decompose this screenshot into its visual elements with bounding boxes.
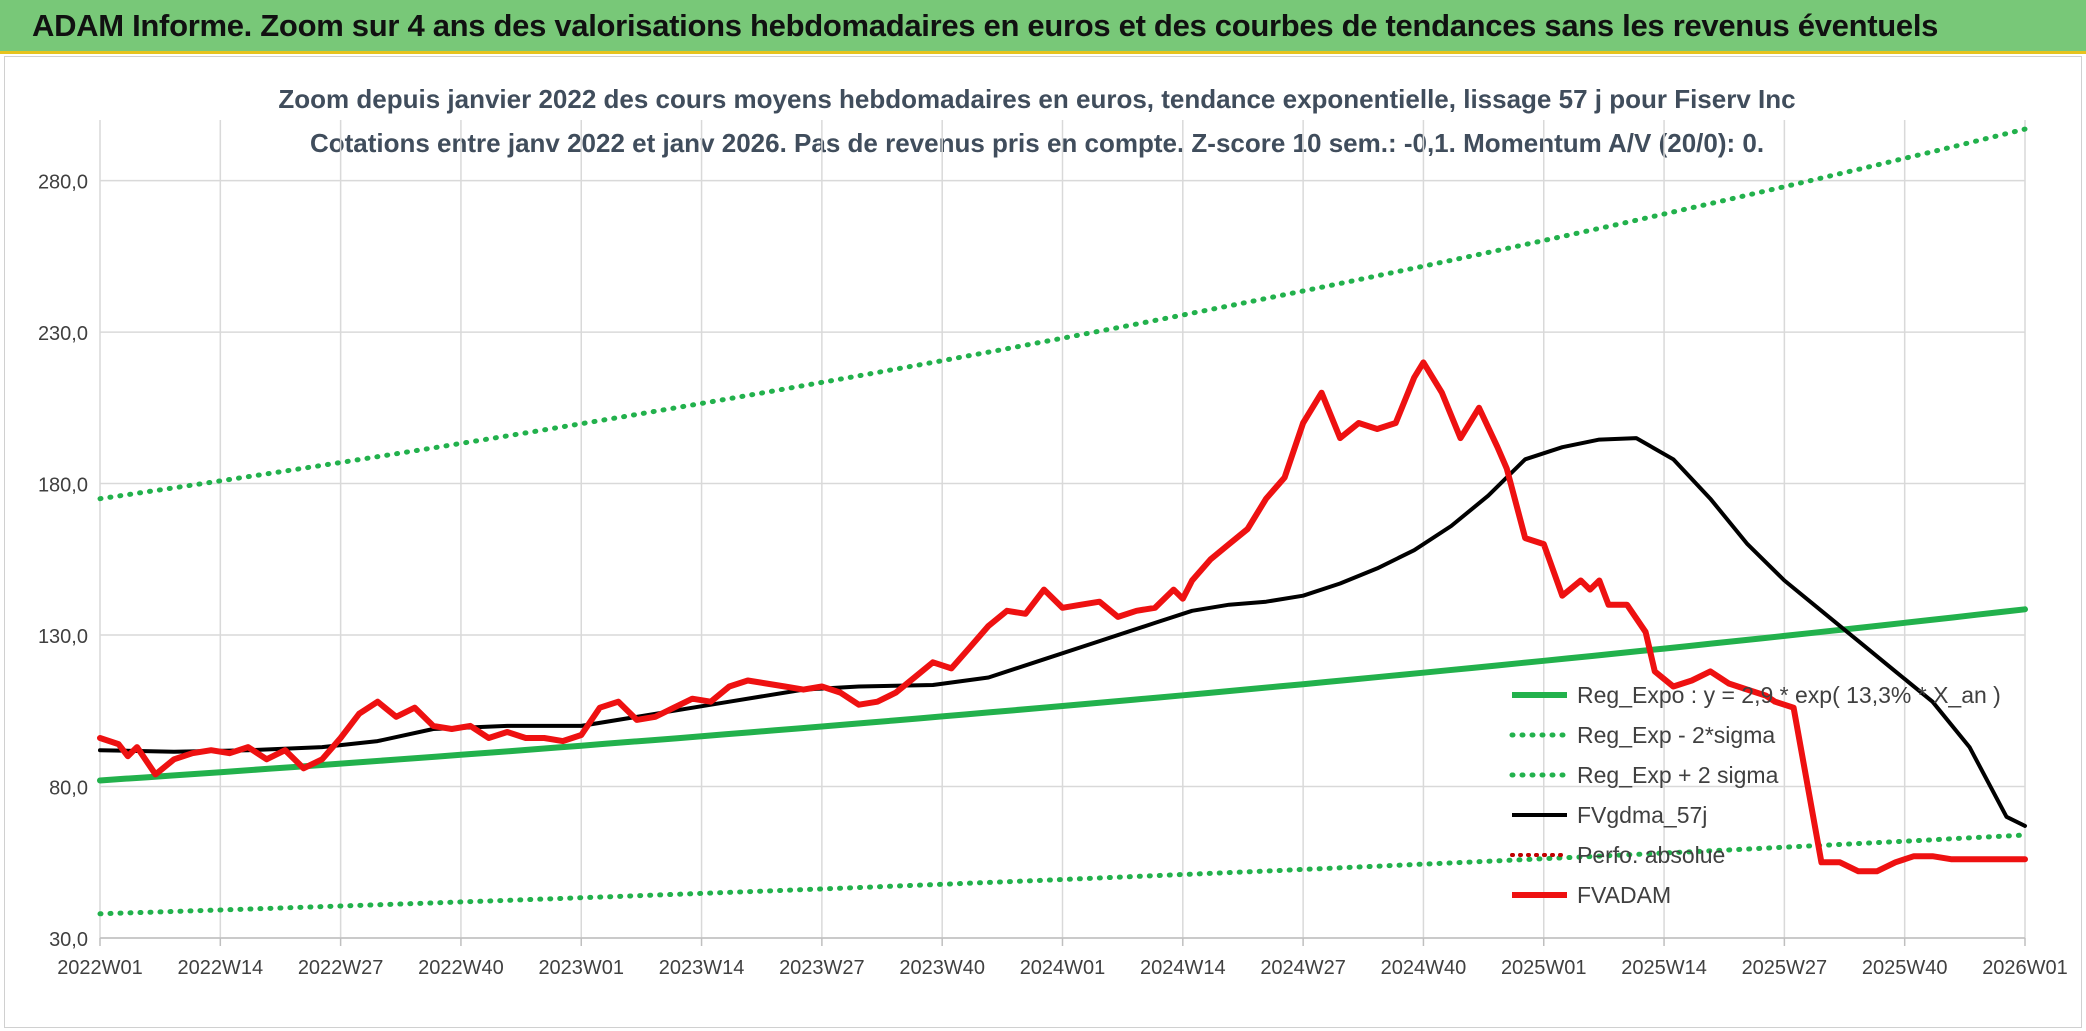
series-line-reg_plus (97, 126, 2028, 502)
x-tick-label: 2023W40 (899, 957, 985, 979)
plot-area-border (4, 56, 2082, 1028)
legend: Reg_Expo : y = 2,9 * exp( 13,3% * X_an )… (1509, 682, 2001, 908)
y-tick-label: 180,0 (38, 475, 88, 497)
grid (99, 120, 2026, 939)
x-tick-label: 2025W01 (1501, 957, 1587, 979)
series-line-fvadam (97, 359, 2028, 875)
x-tick-label: 2026W01 (1982, 957, 2068, 979)
x-tick-label: 2024W27 (1260, 957, 1346, 979)
y-tick-label: 230,0 (38, 323, 88, 345)
legend-label-fvgdma: FVgdma_57j (1577, 802, 1707, 828)
y-tick-label: 80,0 (49, 778, 88, 800)
x-tick-label: 2025W40 (1862, 957, 1948, 979)
legend-label-reg_plus: Reg_Exp + 2 sigma (1577, 762, 1779, 788)
series-line-fvgdma (98, 436, 2027, 828)
x-tick-label: 2025W14 (1621, 957, 1707, 979)
x-tick-label: 2023W27 (779, 957, 865, 979)
legend-label-perfo: Perfo. absolue (1577, 842, 1725, 868)
banner-title: ADAM Informe. Zoom sur 4 ans des valoris… (32, 8, 1939, 43)
legend-label-fvadam: FVADAM (1577, 882, 1671, 908)
axes: 30,0 80,0 130,0 180,0 230,0 280,0 2022W01 2022W… (38, 172, 2068, 979)
legend-label-reg_minus: Reg_Exp - 2*sigma (1577, 722, 1775, 748)
y-tick-label: 30,0 (49, 929, 88, 951)
x-tick-label: 2022W27 (298, 957, 384, 979)
y-tick-label: 130,0 (38, 626, 88, 648)
x-tick-label: 2022W14 (178, 957, 264, 979)
x-tick-label: 2023W14 (659, 957, 745, 979)
y-tick-label: 280,0 (38, 172, 88, 194)
header-banner: ADAM Informe. Zoom sur 4 ans des valoris… (0, 0, 2086, 54)
legend-label-reg_expo: Reg_Expo : y = 2,9 * exp( 13,3% * X_an ) (1577, 682, 2001, 708)
series-line-reg_expo (97, 606, 2028, 784)
chart-title: Zoom depuis janvier 2022 des cours moyen… (278, 84, 1795, 114)
x-tick-label: 2023W01 (538, 957, 624, 979)
chart-subtitle: Cotations entre janv 2022 et janv 2026. … (310, 128, 1764, 158)
series-line-reg_minus (97, 832, 2028, 917)
x-tick-label: 2024W40 (1381, 957, 1467, 979)
x-tick-label: 2022W40 (418, 957, 504, 979)
x-tick-label: 2022W01 (57, 957, 143, 979)
series (97, 126, 2028, 917)
x-tick-label: 2024W14 (1140, 957, 1226, 979)
x-tick-label: 2024W01 (1020, 957, 1106, 979)
x-tick-label: 2025W27 (1742, 957, 1828, 979)
